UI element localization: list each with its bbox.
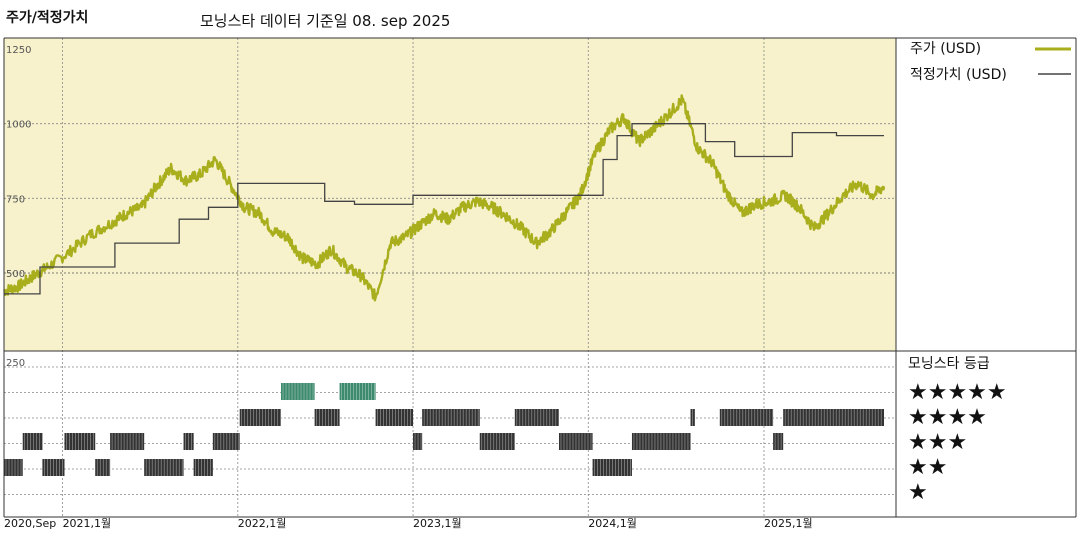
legend: 주가 (USD) 적정가치 (USD) 모닝스타 등급 ★★★★★ ★★★★ ★…	[908, 41, 1071, 505]
rating-period-3-stars	[212, 433, 240, 450]
rating-bar	[592, 459, 632, 476]
series-layer	[3, 94, 886, 302]
chart-subtitle: 모닝스타 데이터 기준일 08. sep 2025	[200, 12, 450, 30]
rating-plot-background	[4, 351, 896, 517]
x-tick-label: 2023,1월	[413, 517, 462, 530]
rating-legend-2-stars: ★★	[908, 455, 947, 480]
y-tick-label: 1250	[6, 45, 31, 56]
rating-period-2-stars	[193, 459, 213, 476]
legend-price-label: 주가 (USD)	[910, 41, 981, 57]
ratings-layer	[4, 383, 884, 476]
rating-period-2-stars	[4, 459, 23, 476]
rating-bar	[193, 459, 213, 476]
rating-period-2-stars	[144, 459, 184, 476]
rating-bar	[4, 459, 23, 476]
rating-period-4-stars	[422, 409, 480, 426]
x-tick-label: 2022,1월	[238, 517, 287, 530]
rating-legend-title: 모닝스타 등급	[908, 356, 990, 372]
rating-bar	[239, 409, 282, 426]
fair-value-series-line	[4, 123, 884, 295]
y-tick-label: 250	[6, 358, 25, 369]
rating-period-5-stars	[339, 383, 376, 400]
y-tick-label: 750	[6, 194, 25, 205]
rating-period-3-stars	[558, 433, 593, 450]
rating-period-3-stars	[773, 433, 784, 450]
rating-period-3-stars	[22, 433, 43, 450]
rating-period-4-stars	[719, 409, 774, 426]
grid-layer	[4, 38, 896, 517]
rating-period-4-stars	[375, 409, 414, 426]
chart-title: 주가/적정가치	[6, 9, 88, 26]
price-series-line	[3, 94, 886, 302]
x-tick-label: 2025,1월	[764, 517, 813, 530]
rating-bar	[144, 459, 184, 476]
rating-bar	[339, 383, 376, 400]
rating-legend-1-star: ★	[908, 480, 928, 505]
y-tick-labels: 250 500 750 1000 1250	[6, 45, 31, 369]
x-tick-label: 2024,1월	[588, 517, 637, 530]
rating-period-3-stars	[64, 433, 96, 450]
rating-period-4-stars	[690, 409, 695, 426]
rating-period-3-stars	[110, 433, 145, 450]
price-plot-background	[4, 38, 896, 351]
rating-period-2-stars	[592, 459, 632, 476]
rating-bar	[314, 409, 340, 426]
rating-period-3-stars	[479, 433, 516, 450]
rating-period-2-stars	[42, 459, 65, 476]
rating-period-3-stars	[183, 433, 194, 450]
rating-bar	[783, 409, 884, 426]
rating-bar	[413, 433, 423, 450]
rating-bar	[719, 409, 774, 426]
rating-period-4-stars	[514, 409, 560, 426]
rating-legend-3-stars: ★★★	[908, 430, 967, 455]
rating-bar	[375, 409, 414, 426]
rating-legend-4-stars: ★★★★	[908, 405, 987, 430]
rating-period-3-stars	[413, 433, 423, 450]
rating-period-2-stars	[95, 459, 111, 476]
y-tick-label: 500	[6, 269, 25, 280]
y-tick-label: 1000	[6, 120, 31, 131]
legend-fair-label: 적정가치 (USD)	[910, 67, 1007, 83]
rating-period-4-stars	[783, 409, 884, 426]
x-tick-label: 2021,1월	[63, 517, 112, 530]
rating-period-3-stars	[631, 433, 691, 450]
rating-period-4-stars	[239, 409, 282, 426]
x-tick-label: 2020,Sep	[4, 517, 56, 530]
x-tick-labels: 2020,Sep 2021,1월 2022,1월 2023,1월 2024,1월 2025…	[4, 517, 813, 530]
rating-period-5-stars	[281, 383, 315, 400]
rating-bar	[514, 409, 559, 426]
rating-period-4-stars	[314, 409, 340, 426]
rating-legend-5-stars: ★★★★★	[908, 380, 1007, 405]
